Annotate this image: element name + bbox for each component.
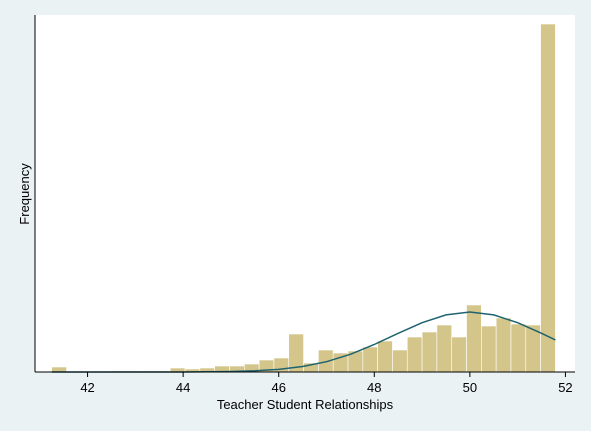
x-tick-label: 50 bbox=[463, 380, 477, 395]
x-tick-label: 46 bbox=[271, 380, 285, 395]
y-axis-label: Frequency bbox=[17, 163, 32, 225]
bar bbox=[392, 349, 408, 373]
x-tick-label: 48 bbox=[367, 380, 381, 395]
bar bbox=[540, 23, 556, 373]
bar bbox=[406, 336, 423, 373]
x-axis-label: Teacher Student Relationships bbox=[217, 397, 394, 412]
bar bbox=[466, 304, 482, 373]
x-tick-label: 44 bbox=[176, 380, 190, 395]
x-tick-label: 52 bbox=[558, 380, 572, 395]
x-tick-label: 42 bbox=[80, 380, 94, 395]
bar bbox=[481, 325, 497, 373]
bar bbox=[377, 340, 393, 373]
bar bbox=[495, 317, 512, 373]
bar bbox=[510, 323, 527, 373]
bar bbox=[362, 346, 378, 373]
plot-area bbox=[35, 15, 575, 372]
bar bbox=[421, 331, 438, 373]
bar bbox=[451, 336, 467, 373]
bar bbox=[436, 324, 453, 373]
